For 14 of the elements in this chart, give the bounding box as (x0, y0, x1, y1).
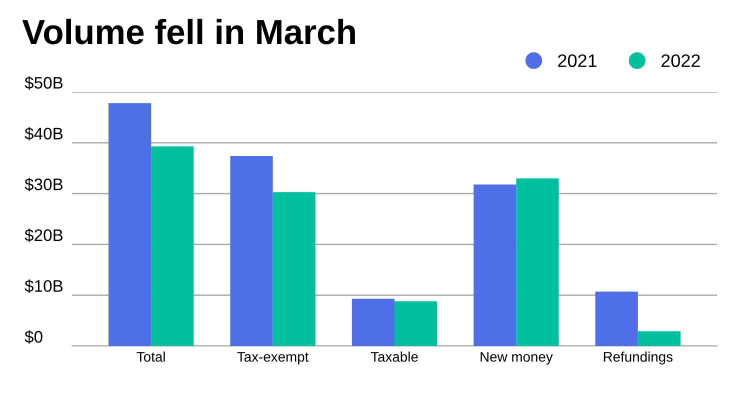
x-tick-label: Taxable (370, 352, 418, 362)
y-tick-label: $0 (24, 330, 42, 344)
x-tick-label: New money (480, 352, 553, 365)
y-tick-label: $40B (24, 127, 63, 140)
chart-title: Volume fell in March (22, 18, 355, 44)
x-tick-label: Refundings (604, 352, 673, 365)
legend-label: 2021 (558, 54, 597, 68)
y-tick-label: $50B (24, 76, 63, 90)
x-tick-label: Total (136, 352, 165, 362)
legend-label: 2022 (661, 54, 700, 68)
y-tick-label: $10B (24, 279, 63, 293)
y-tick-label: $20B (24, 228, 63, 242)
x-tick-label: Tax-exempt (237, 352, 309, 365)
y-tick-label: $30B (24, 178, 63, 192)
